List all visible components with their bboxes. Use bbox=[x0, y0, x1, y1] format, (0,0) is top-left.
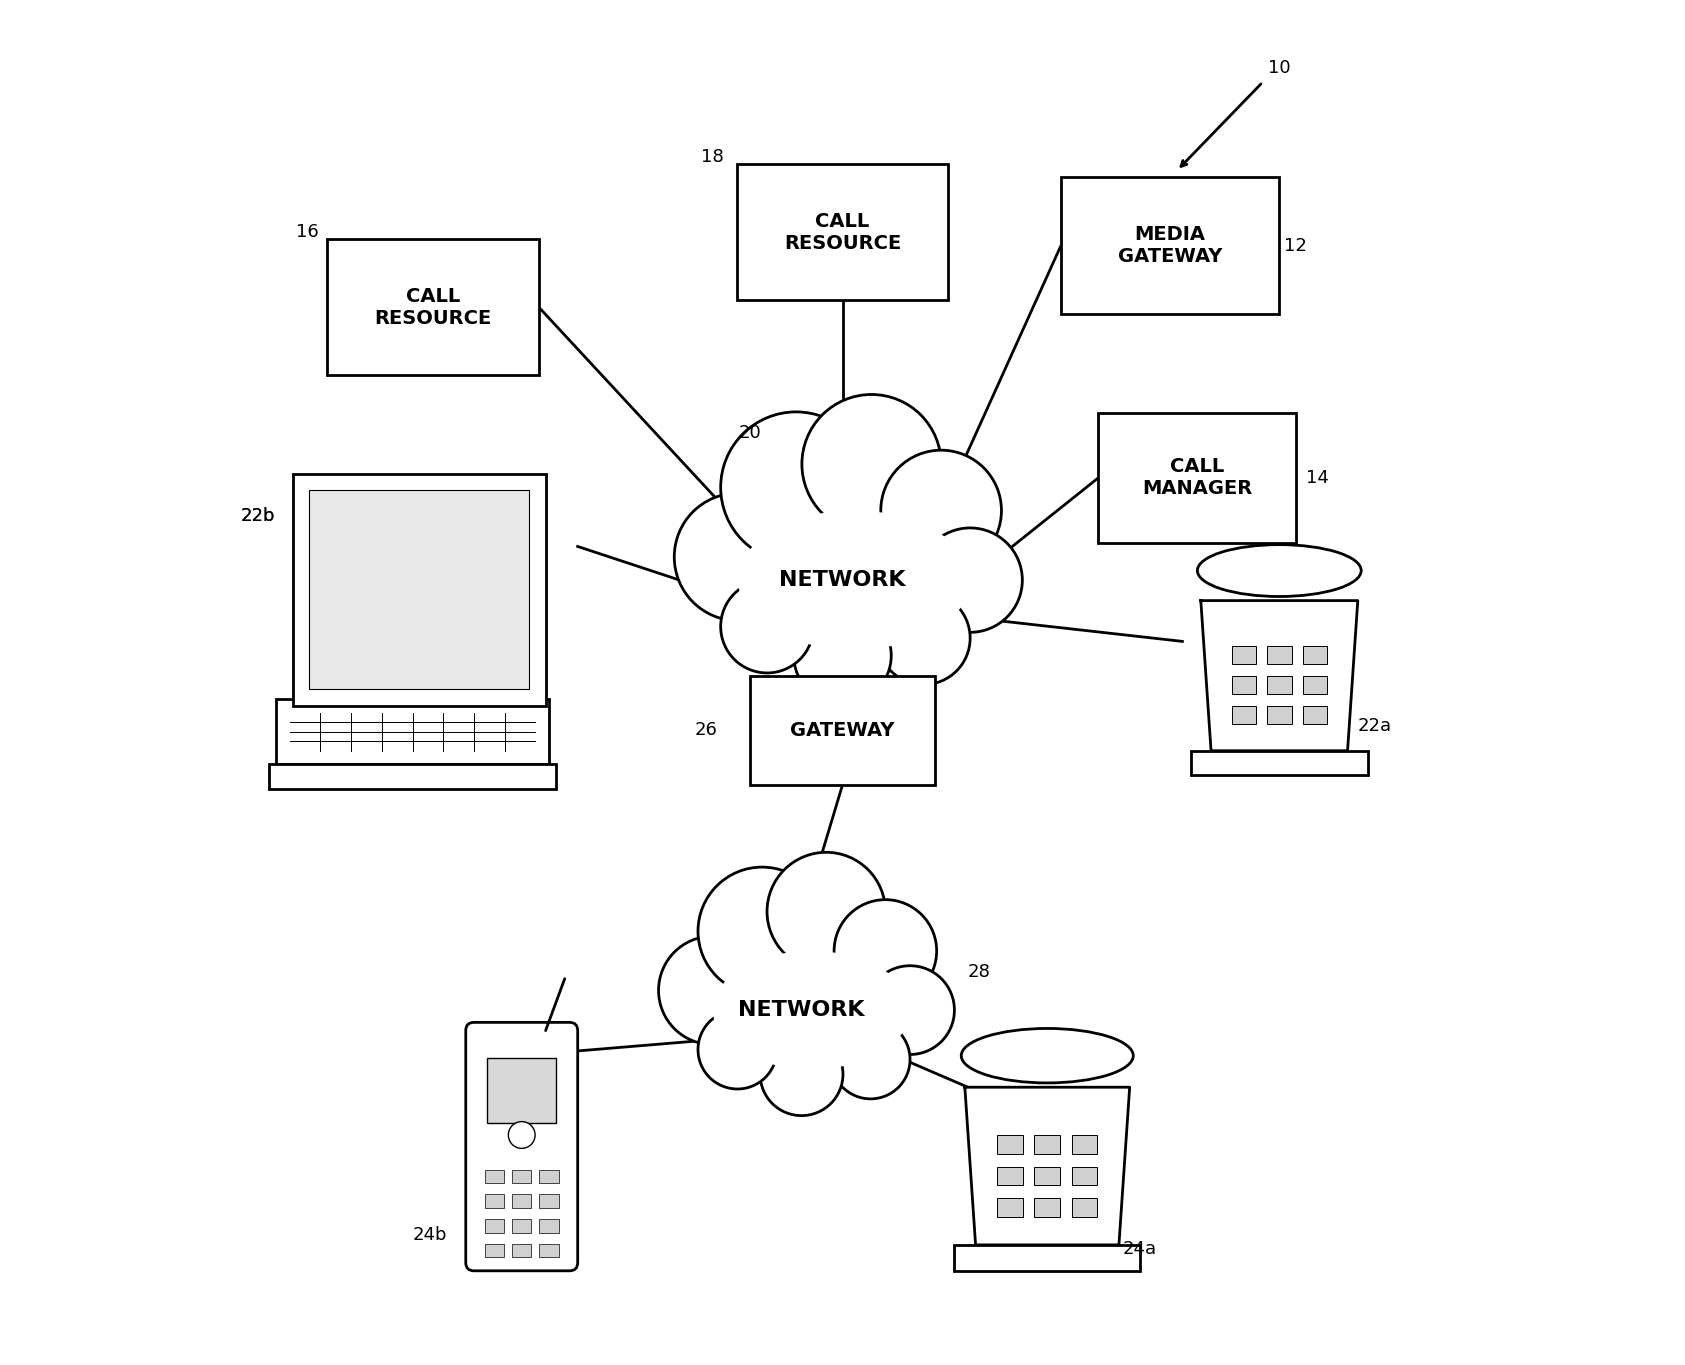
FancyBboxPatch shape bbox=[539, 1219, 559, 1233]
FancyBboxPatch shape bbox=[1072, 1167, 1097, 1185]
Text: MEDIA
GATEWAY: MEDIA GATEWAY bbox=[1117, 225, 1222, 266]
FancyBboxPatch shape bbox=[750, 676, 935, 785]
Text: CALL
RESOURCE: CALL RESOURCE bbox=[784, 212, 901, 253]
FancyBboxPatch shape bbox=[1035, 1167, 1060, 1185]
FancyBboxPatch shape bbox=[512, 1170, 531, 1183]
FancyBboxPatch shape bbox=[539, 1170, 559, 1183]
Circle shape bbox=[878, 592, 971, 685]
FancyBboxPatch shape bbox=[1232, 647, 1255, 665]
Text: 10: 10 bbox=[1269, 59, 1291, 78]
FancyBboxPatch shape bbox=[465, 1022, 578, 1271]
Circle shape bbox=[509, 1122, 536, 1148]
FancyBboxPatch shape bbox=[512, 1244, 531, 1257]
Circle shape bbox=[698, 1010, 777, 1089]
Polygon shape bbox=[1201, 601, 1358, 751]
FancyBboxPatch shape bbox=[954, 1245, 1141, 1271]
FancyBboxPatch shape bbox=[1099, 414, 1296, 543]
FancyBboxPatch shape bbox=[1232, 707, 1255, 723]
FancyBboxPatch shape bbox=[998, 1198, 1023, 1218]
Text: GATEWAY: GATEWAY bbox=[790, 721, 895, 740]
FancyBboxPatch shape bbox=[1035, 1198, 1060, 1218]
Text: 22b: 22b bbox=[241, 506, 276, 526]
Text: CALL
RESOURCE: CALL RESOURCE bbox=[374, 287, 492, 328]
FancyBboxPatch shape bbox=[485, 1170, 504, 1183]
FancyBboxPatch shape bbox=[1267, 677, 1292, 695]
Text: 24b: 24b bbox=[413, 1226, 448, 1245]
FancyBboxPatch shape bbox=[1267, 707, 1292, 723]
FancyBboxPatch shape bbox=[512, 1219, 531, 1233]
Circle shape bbox=[674, 493, 802, 621]
FancyBboxPatch shape bbox=[1191, 751, 1368, 775]
Text: 16: 16 bbox=[297, 222, 318, 242]
FancyBboxPatch shape bbox=[512, 1194, 531, 1208]
FancyBboxPatch shape bbox=[539, 1244, 559, 1257]
Circle shape bbox=[721, 580, 814, 673]
Circle shape bbox=[802, 394, 942, 534]
Ellipse shape bbox=[713, 951, 910, 1069]
FancyBboxPatch shape bbox=[1035, 1136, 1060, 1153]
Polygon shape bbox=[966, 1087, 1129, 1245]
Text: 12: 12 bbox=[1284, 236, 1308, 255]
Circle shape bbox=[881, 450, 1001, 571]
FancyBboxPatch shape bbox=[1267, 647, 1292, 665]
Circle shape bbox=[834, 900, 937, 1002]
FancyBboxPatch shape bbox=[270, 764, 556, 789]
FancyBboxPatch shape bbox=[485, 1194, 504, 1208]
FancyBboxPatch shape bbox=[310, 490, 529, 689]
Circle shape bbox=[831, 1020, 910, 1099]
FancyBboxPatch shape bbox=[276, 699, 549, 764]
FancyBboxPatch shape bbox=[485, 1219, 504, 1233]
Text: 24a: 24a bbox=[1122, 1239, 1158, 1259]
Text: 28: 28 bbox=[967, 962, 991, 981]
Ellipse shape bbox=[960, 1028, 1134, 1082]
FancyBboxPatch shape bbox=[327, 239, 539, 375]
Circle shape bbox=[659, 936, 767, 1044]
Ellipse shape bbox=[726, 476, 982, 650]
FancyBboxPatch shape bbox=[1072, 1136, 1097, 1153]
Ellipse shape bbox=[1198, 545, 1361, 597]
Text: 14: 14 bbox=[1306, 468, 1329, 487]
FancyBboxPatch shape bbox=[293, 474, 546, 706]
Text: 26: 26 bbox=[694, 721, 718, 740]
Text: 22b: 22b bbox=[241, 506, 276, 526]
FancyBboxPatch shape bbox=[539, 1194, 559, 1208]
FancyBboxPatch shape bbox=[1303, 677, 1328, 695]
Text: 18: 18 bbox=[701, 147, 725, 167]
Ellipse shape bbox=[738, 511, 971, 650]
FancyBboxPatch shape bbox=[1232, 677, 1255, 695]
Ellipse shape bbox=[703, 921, 920, 1069]
FancyBboxPatch shape bbox=[1072, 1198, 1097, 1218]
Circle shape bbox=[918, 528, 1023, 632]
FancyBboxPatch shape bbox=[1303, 647, 1328, 665]
FancyBboxPatch shape bbox=[1062, 177, 1279, 314]
Circle shape bbox=[866, 965, 954, 1055]
Text: NETWORK: NETWORK bbox=[778, 571, 907, 590]
FancyBboxPatch shape bbox=[998, 1167, 1023, 1185]
Text: 22a: 22a bbox=[1358, 717, 1392, 736]
FancyBboxPatch shape bbox=[487, 1058, 556, 1123]
FancyBboxPatch shape bbox=[1303, 707, 1328, 723]
Text: NETWORK: NETWORK bbox=[738, 1001, 864, 1020]
Text: 20: 20 bbox=[738, 423, 762, 442]
FancyBboxPatch shape bbox=[998, 1136, 1023, 1153]
Circle shape bbox=[760, 1033, 842, 1115]
FancyBboxPatch shape bbox=[485, 1244, 504, 1257]
Circle shape bbox=[721, 412, 871, 562]
Circle shape bbox=[698, 867, 826, 995]
Circle shape bbox=[767, 852, 885, 971]
Circle shape bbox=[794, 607, 891, 704]
FancyBboxPatch shape bbox=[736, 164, 949, 300]
Text: CALL
MANAGER: CALL MANAGER bbox=[1142, 457, 1252, 498]
